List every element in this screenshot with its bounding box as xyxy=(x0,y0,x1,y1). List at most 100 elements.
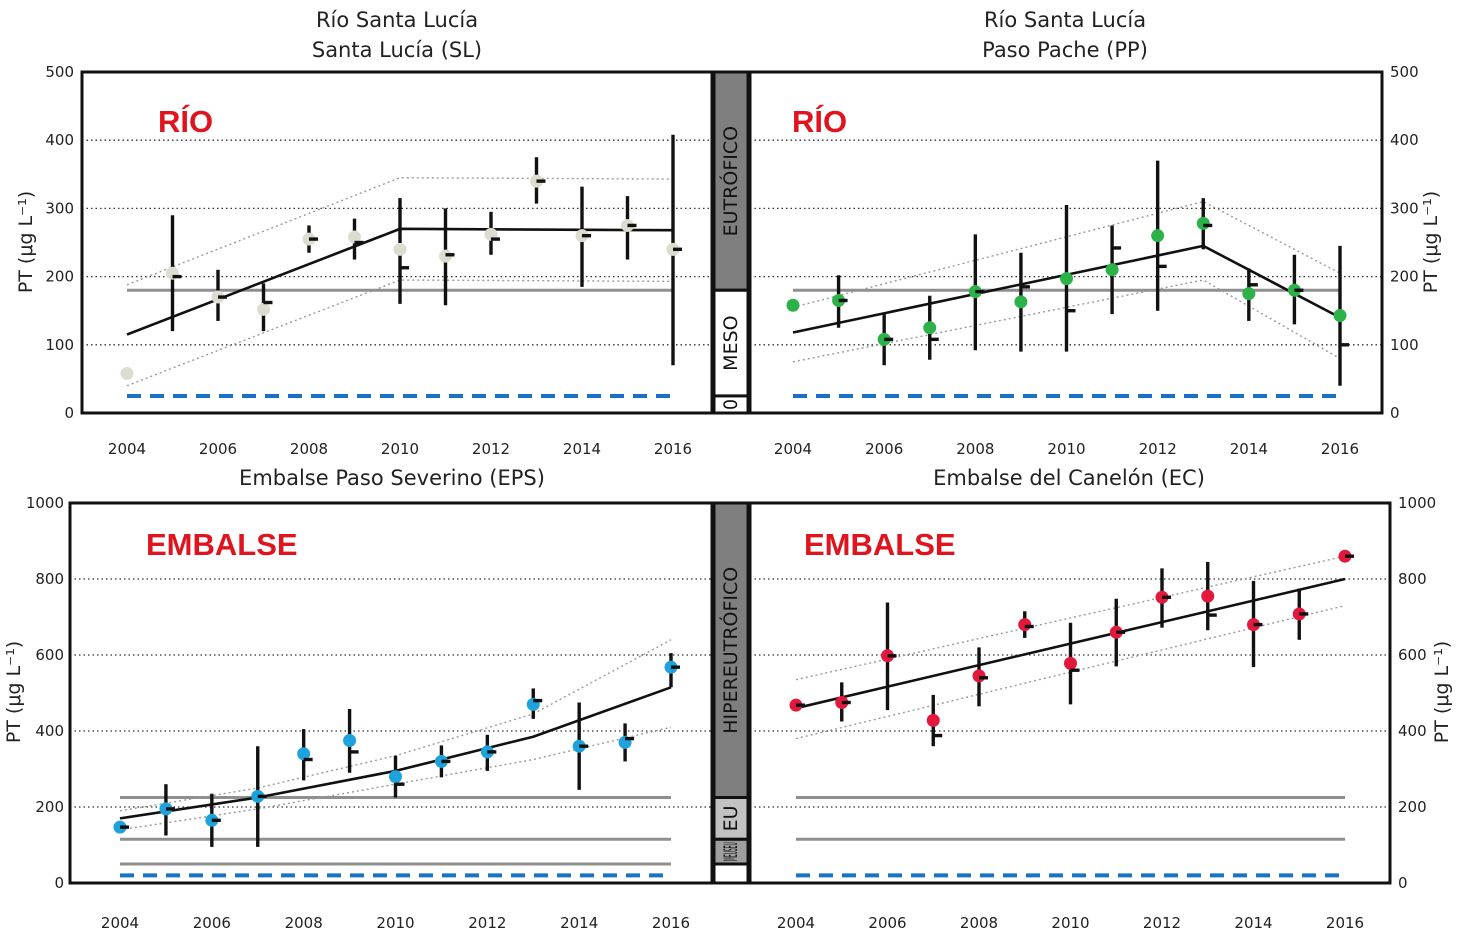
panel-4: Embalse del Canelón (EC) 0 200 400 600 800 100… xyxy=(748,466,1453,932)
panel-title: Paso Pache (PP) xyxy=(982,38,1148,62)
trophic-band-label: 0 xyxy=(720,399,742,410)
y-tick-label: 600 xyxy=(35,646,64,664)
data-point xyxy=(297,747,311,761)
y-tick-label: 100 xyxy=(1390,336,1419,354)
water-body-tag: EMBALSE xyxy=(146,527,298,562)
x-tick-label: 2008 xyxy=(290,440,328,458)
data-point xyxy=(1201,589,1215,603)
y-tick-label: 200 xyxy=(35,798,64,816)
trophic-band-label: EU xyxy=(720,805,742,831)
plot-frame xyxy=(748,501,1392,885)
data-point xyxy=(1018,618,1032,632)
trophic-bar-top: EUTRÓFICO MESO 0 xyxy=(712,70,750,415)
panel-2: Río Santa Lucía Paso Pache (PP) 0 100 200 300… xyxy=(748,8,1442,458)
data-point xyxy=(1014,295,1028,309)
x-tick-label: 2004 xyxy=(774,440,812,458)
confidence-band xyxy=(126,177,674,286)
y-axis-label: PT (μg L⁻¹) xyxy=(15,191,37,293)
plot-frame xyxy=(80,70,714,415)
data-point xyxy=(120,366,134,380)
panel-3: Embalse Paso Severino (EPS) 0 200 400 600 800… xyxy=(3,466,714,932)
x-tick-label: 2012 xyxy=(472,440,510,458)
y-tick-label: 400 xyxy=(45,131,74,149)
x-tick-label: 2008 xyxy=(956,440,994,458)
data-point xyxy=(1064,656,1077,670)
x-tick-label: 2006 xyxy=(868,914,906,932)
water-body-tag: EMBALSE xyxy=(804,527,956,562)
x-tick-label: 2014 xyxy=(560,914,598,932)
x-tick-label: 2016 xyxy=(1321,440,1359,458)
y-tick-label: 800 xyxy=(35,570,64,588)
y-tick-label: 600 xyxy=(1398,646,1427,664)
y-tick-label: 0 xyxy=(64,404,74,422)
x-tick-label: 2010 xyxy=(1047,440,1085,458)
trophic-band xyxy=(712,70,750,292)
x-tick-label: 2006 xyxy=(865,440,903,458)
x-tick-label: 2008 xyxy=(960,914,998,932)
y-tick-label: 0 xyxy=(1390,404,1400,422)
y-axis-label: PT (μg L⁻¹) xyxy=(1431,641,1453,743)
x-tick-label: 2016 xyxy=(652,914,690,932)
y-tick-label: 0 xyxy=(1398,874,1408,892)
x-tick-label: 2010 xyxy=(376,914,414,932)
water-body-tag: RÍO xyxy=(792,104,847,139)
y-tick-label: 200 xyxy=(45,268,74,286)
y-tick-label: 200 xyxy=(1398,798,1427,816)
x-tick-label: 2016 xyxy=(1326,914,1364,932)
panel-title: Santa Lucía (SL) xyxy=(312,38,482,62)
panel-title: Río Santa Lucía xyxy=(316,8,478,32)
y-tick-label: 100 xyxy=(45,336,74,354)
confidence-band xyxy=(792,200,1341,308)
x-tick-label: 2012 xyxy=(1143,914,1181,932)
data-point xyxy=(923,321,937,335)
x-tick-label: 2008 xyxy=(285,914,323,932)
x-tick-label: 2004 xyxy=(101,914,139,932)
y-tick-label: 500 xyxy=(45,63,74,81)
x-tick-label: 2012 xyxy=(468,914,506,932)
x-tick-label: 2014 xyxy=(563,440,601,458)
data-point xyxy=(1196,216,1210,230)
x-tick-label: 2010 xyxy=(1051,914,1089,932)
trophic-band xyxy=(712,862,750,885)
x-tick-label: 2014 xyxy=(1230,440,1268,458)
y-tick-label: 1000 xyxy=(1398,494,1436,512)
data-point xyxy=(389,770,402,784)
trophic-band-label: HIPEREUTRÓFICO xyxy=(718,567,742,734)
data-point xyxy=(1333,308,1347,322)
x-tick-label: 2012 xyxy=(1139,440,1177,458)
data-point xyxy=(1105,263,1119,277)
data-point xyxy=(1242,287,1256,301)
data-point xyxy=(343,734,357,747)
panel-title: Embalse del Canelón (EC) xyxy=(933,466,1205,490)
y-tick-label: 0 xyxy=(54,874,64,892)
trophic-band-label: EUTRÓFICO xyxy=(718,126,742,236)
trophic-band-label: MESO xyxy=(720,315,742,370)
y-axis-label: PT (μg L⁻¹) xyxy=(3,641,25,743)
trophic-band-label: MEUSEU xyxy=(720,842,742,861)
y-tick-label: 400 xyxy=(35,722,64,740)
y-tick-label: 500 xyxy=(1390,63,1419,81)
x-tick-label: 2016 xyxy=(654,440,692,458)
x-tick-label: 2004 xyxy=(777,914,815,932)
panel-title: Embalse Paso Severino (EPS) xyxy=(239,466,545,490)
y-tick-label: 400 xyxy=(1398,722,1427,740)
x-tick-label: 2004 xyxy=(108,440,146,458)
trophic-band xyxy=(712,501,750,799)
y-tick-label: 300 xyxy=(1390,199,1419,217)
plot-frame xyxy=(68,501,714,885)
panel-1: Río Santa Lucía Santa Lucía (SL) 0 100 200 30… xyxy=(15,8,714,458)
trophic-band xyxy=(712,394,750,415)
data-point xyxy=(348,230,361,244)
water-body-tag: RÍO xyxy=(158,104,213,139)
x-tick-label: 2006 xyxy=(193,914,231,932)
confidence-band xyxy=(795,555,1346,681)
data-point xyxy=(926,713,940,727)
panel-title: Río Santa Lucía xyxy=(984,8,1146,32)
data-point xyxy=(786,298,800,312)
x-tick-label: 2014 xyxy=(1234,914,1272,932)
data-point xyxy=(972,669,986,683)
data-point xyxy=(1060,272,1073,286)
data-point xyxy=(393,242,407,256)
y-tick-label: 400 xyxy=(1390,131,1419,149)
